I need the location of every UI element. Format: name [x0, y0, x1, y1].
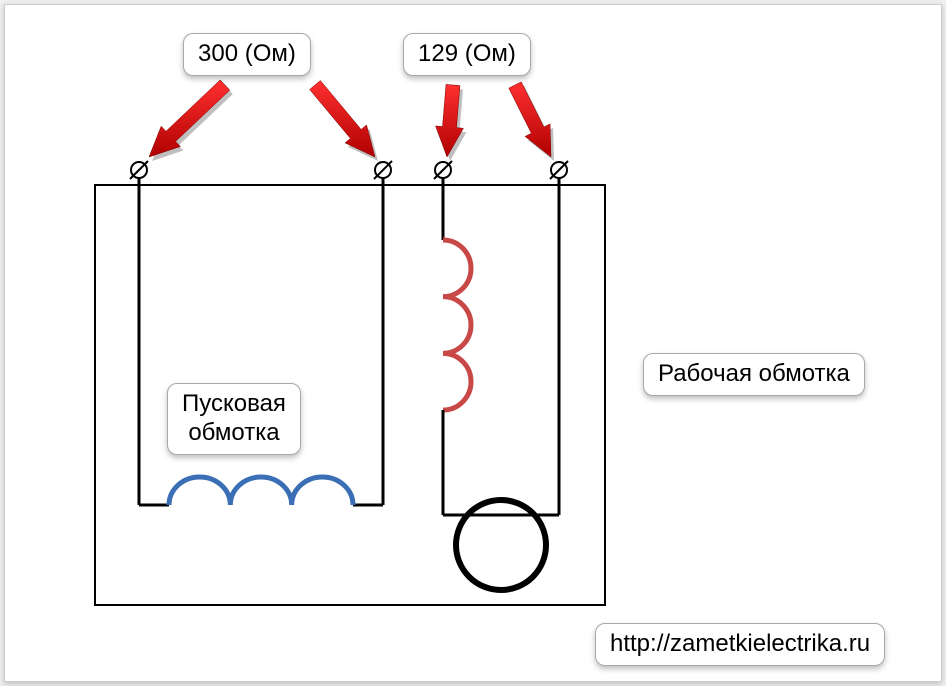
terminal-4	[550, 161, 568, 179]
terminal-1	[130, 161, 148, 179]
label-url: http://zametkielectrika.ru	[595, 623, 885, 666]
label-starting-winding: Пусковаяобмотка	[167, 383, 301, 455]
circuit-svg	[5, 5, 941, 681]
label-value-2: 129 (Ом)	[403, 33, 531, 76]
working-winding-coil	[443, 240, 471, 410]
terminal-2	[374, 161, 392, 179]
label-value-1: 300 (Ом)	[183, 33, 311, 76]
diagram-frame: 300 (Ом) 129 (Ом) Пусковаяобмотка Рабоча…	[4, 4, 942, 682]
label-working-winding: Рабочая обмотка	[643, 353, 865, 396]
arrow-icon-2	[310, 81, 375, 157]
terminal-3	[434, 161, 452, 179]
arrow-icon-4	[509, 82, 551, 157]
starting-winding-coil	[169, 477, 353, 505]
arrow-icon-1	[149, 80, 230, 157]
